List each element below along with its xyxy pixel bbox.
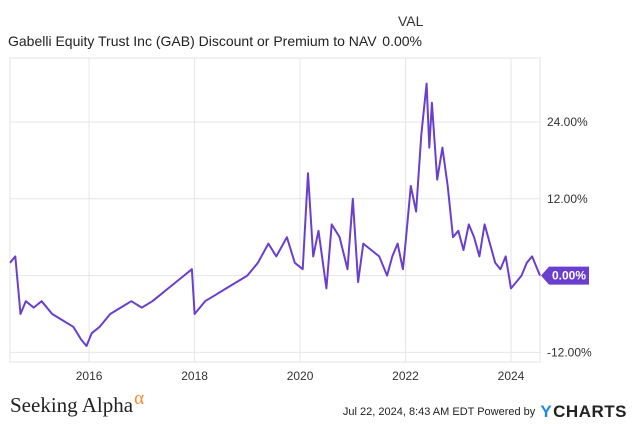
x-tick-label: 2020	[287, 369, 314, 383]
brand-text: Seeking Alpha	[10, 393, 134, 417]
ycharts-text: CHARTS	[553, 402, 627, 421]
y-tick-label: 12.00%	[547, 192, 588, 206]
last-value-badge: 0.00%	[541, 266, 589, 285]
y-tick-label: -12.00%	[547, 345, 592, 359]
legend: VAL Gabelli Equity Trust Inc (GAB) Disco…	[8, 10, 428, 50]
plot-frame	[9, 57, 541, 363]
x-tick-labels: 2016 2018 2020 2022 2024	[76, 369, 525, 383]
x-tick-label: 2024	[498, 369, 525, 383]
series-current-value: 0.00%	[382, 33, 422, 49]
y-tick-labels: 24.00% 12.00% 0.00% -12.00%	[547, 115, 592, 359]
series-line	[9, 82, 541, 347]
timestamp: Jul 22, 2024, 8:43 AM EDT Powered by	[342, 406, 536, 418]
grid-lines	[9, 57, 541, 363]
seeking-alpha-logo: Seeking Alphaα	[10, 388, 144, 418]
badge-value: 0.00%	[552, 269, 586, 283]
ycharts-logo[interactable]: Y CHARTS	[540, 402, 627, 422]
attribution: Jul 22, 2024, 8:43 AM EDT Powered by Y C…	[343, 402, 627, 422]
x-tick-label: 2018	[181, 369, 208, 383]
y-tick-label: 24.00%	[547, 115, 588, 129]
ycharts-y-icon: Y	[540, 402, 553, 421]
alpha-icon: α	[134, 388, 145, 409]
value-column-header: VAL	[398, 13, 424, 29]
series-name: Gabelli Equity Trust Inc (GAB) Discount …	[8, 33, 377, 49]
x-tick-label: 2016	[76, 369, 103, 383]
x-tick-label: 2022	[392, 369, 419, 383]
badge-shape	[541, 266, 589, 285]
